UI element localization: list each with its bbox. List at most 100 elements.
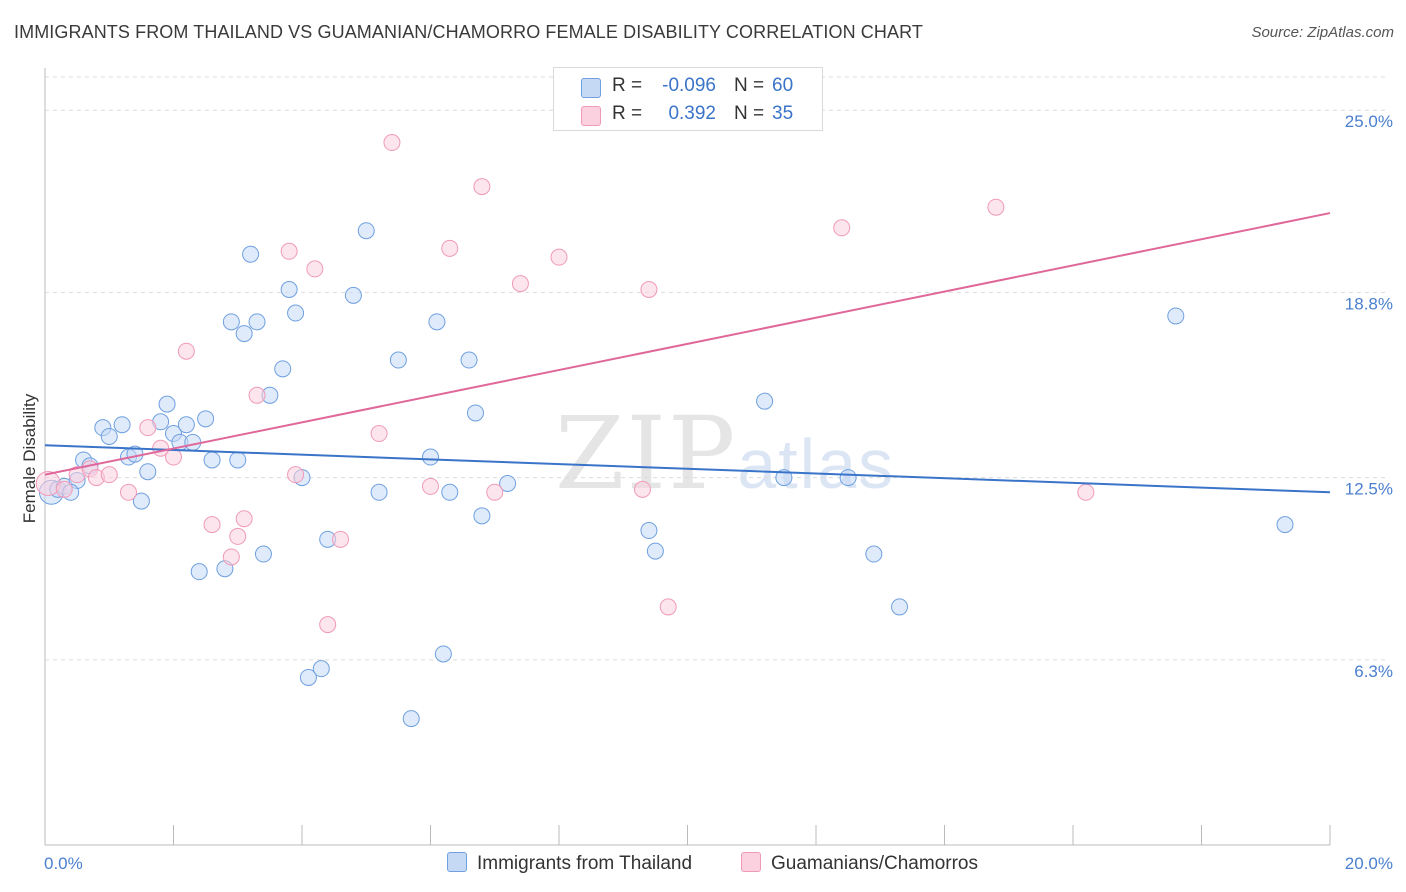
legend-swatch-thailand	[581, 78, 601, 98]
data-point-guamanian	[441, 239, 459, 257]
trend-line-guamanian	[44, 212, 1331, 476]
bottom-legend-swatch-thailand	[447, 852, 467, 872]
x-tick-label: 20.0%	[1345, 854, 1393, 873]
data-point-guamanian	[222, 548, 240, 566]
data-point-thailand	[640, 522, 658, 540]
data-point-guamanian	[550, 248, 568, 266]
data-point-guamanian	[306, 260, 324, 278]
data-point-thailand	[434, 645, 452, 663]
data-point-thailand	[756, 392, 774, 410]
data-point-thailand	[499, 474, 517, 492]
data-point-thailand	[190, 563, 208, 581]
data-point-thailand	[242, 245, 260, 263]
data-point-guamanian	[139, 419, 157, 437]
legend-r-value: 0.392	[668, 103, 716, 124]
data-point-guamanian	[229, 527, 247, 545]
data-point-thailand	[466, 404, 484, 422]
y-tick-label: 6.3%	[1354, 662, 1393, 681]
legend-row-guamanian: R = 0.392 N = 35	[554, 101, 822, 129]
data-point-thailand	[280, 280, 298, 298]
data-point-thailand	[775, 469, 793, 487]
data-point-thailand	[441, 483, 459, 501]
data-point-guamanian	[100, 466, 118, 484]
data-point-thailand	[357, 222, 375, 240]
data-point-guamanian	[383, 134, 401, 152]
data-point-thailand	[177, 416, 195, 434]
series-guamanian	[35, 134, 1095, 634]
data-point-guamanian	[332, 530, 350, 548]
data-point-guamanian	[235, 510, 253, 528]
data-point-thailand	[197, 410, 215, 428]
data-point-thailand	[158, 395, 176, 413]
data-point-guamanian	[640, 280, 658, 298]
legend-n-label: N =	[734, 103, 765, 124]
data-point-thailand	[402, 710, 420, 728]
legend-r-label: R =	[612, 103, 643, 124]
data-point-thailand	[229, 451, 247, 469]
data-point-thailand	[113, 416, 131, 434]
y-axis-label: Female Disability	[20, 393, 39, 523]
data-point-guamanian	[203, 516, 221, 534]
data-point-thailand	[473, 507, 491, 525]
data-point-thailand	[184, 433, 202, 451]
data-point-guamanian	[659, 598, 677, 616]
x-tick-label: 0.0%	[44, 854, 83, 873]
data-point-guamanian	[486, 483, 504, 501]
data-point-thailand	[344, 286, 362, 304]
data-point-thailand	[203, 451, 221, 469]
bottom-legend-guamanian: Guamanians/Chamorros	[741, 852, 978, 875]
y-tick-label: 18.8%	[1345, 294, 1393, 313]
legend-n-value: 60	[772, 75, 794, 96]
data-point-thailand	[389, 351, 407, 369]
legend-r-label: R =	[612, 75, 643, 96]
legend-row-thailand: R = -0.096 N = 60	[554, 73, 822, 101]
series-thailand	[38, 222, 1294, 728]
chart-title: IMMIGRANTS FROM THAILAND VS GUAMANIAN/CH…	[14, 22, 923, 42]
data-point-guamanian	[165, 448, 182, 466]
bottom-legend-label-thailand: Immigrants from Thailand	[477, 853, 693, 874]
data-point-guamanian	[473, 178, 491, 196]
legend-n-value: 35	[772, 103, 794, 124]
correlation-legend: R = -0.096 N = 60 R = 0.392 N = 35	[553, 67, 823, 131]
data-point-guamanian	[177, 342, 195, 360]
data-point-thailand	[428, 313, 446, 331]
data-point-thailand	[865, 545, 883, 563]
data-point-guamanian	[287, 466, 305, 484]
data-point-guamanian	[634, 480, 652, 498]
data-point-thailand	[312, 660, 330, 678]
data-point-thailand	[422, 448, 439, 466]
bottom-legend-label-guamanian: Guamanians/Chamorros	[771, 853, 978, 874]
data-point-thailand	[100, 427, 118, 445]
y-tick-label: 12.5%	[1345, 480, 1393, 499]
data-point-guamanian	[370, 425, 388, 443]
data-point-guamanian	[511, 275, 529, 293]
y-tick-label: 25.0%	[1345, 112, 1393, 131]
data-point-thailand	[274, 360, 292, 378]
data-point-guamanian	[987, 198, 1005, 216]
data-point-thailand	[254, 545, 272, 563]
data-point-guamanian	[120, 483, 138, 501]
bottom-legend-swatch-guamanian	[741, 852, 761, 872]
data-point-thailand	[891, 598, 909, 616]
watermark-atlas: atlas	[737, 425, 896, 503]
data-point-guamanian	[55, 480, 73, 498]
data-point-thailand	[132, 492, 150, 510]
data-point-thailand	[460, 351, 478, 369]
data-point-guamanian	[280, 242, 298, 260]
data-point-thailand	[248, 313, 266, 331]
source-label: Source: ZipAtlas.com	[1251, 24, 1394, 41]
data-point-guamanian	[319, 616, 337, 634]
data-point-thailand	[839, 469, 857, 487]
data-point-thailand	[1167, 307, 1185, 325]
data-point-guamanian	[833, 219, 851, 237]
trend-line-thailand	[44, 444, 1331, 494]
data-point-thailand	[235, 325, 253, 343]
legend-n-label: N =	[734, 75, 765, 96]
bottom-legend-thailand: Immigrants from Thailand	[447, 852, 692, 875]
data-point-thailand	[370, 483, 388, 501]
legend-swatch-guamanian	[581, 106, 601, 126]
data-point-thailand	[646, 542, 664, 560]
data-point-guamanian	[1077, 483, 1095, 501]
legend-r-value: -0.096	[662, 75, 716, 96]
